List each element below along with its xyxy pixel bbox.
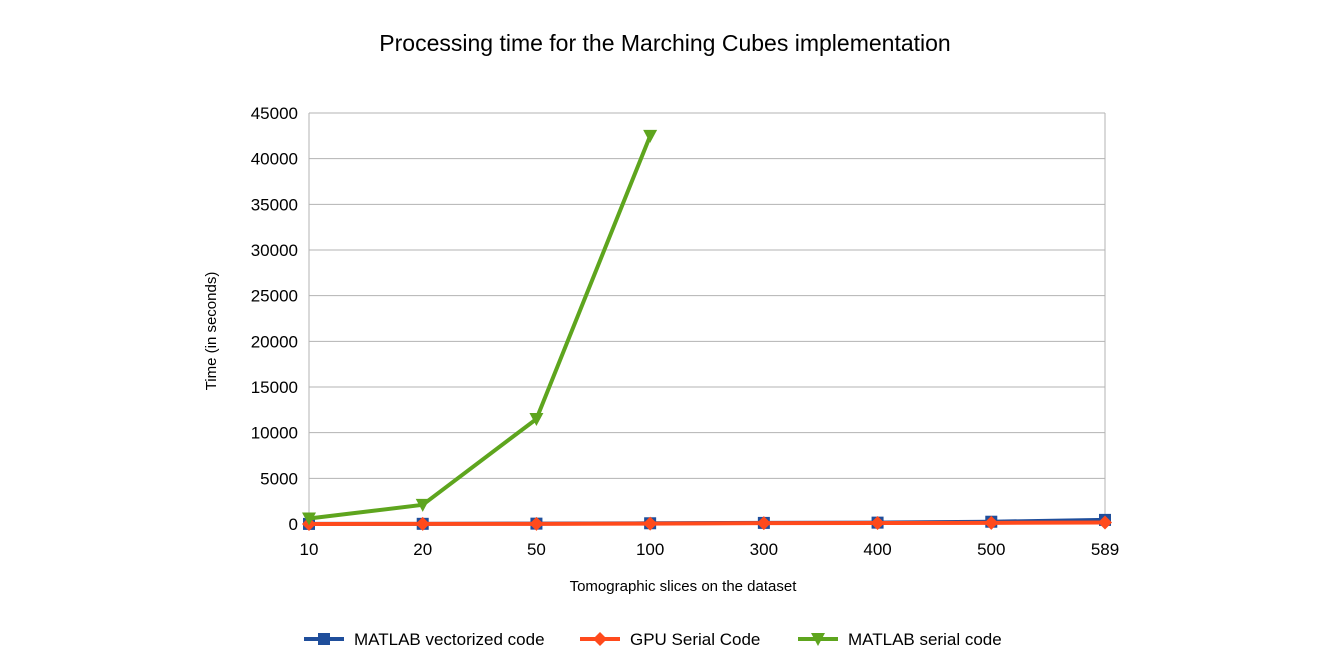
y-tick-label: 40000: [251, 150, 298, 169]
data-point: [984, 515, 999, 530]
data-point: [870, 515, 885, 530]
legend-label: MATLAB serial code: [848, 630, 1002, 649]
data-point: [643, 129, 658, 143]
data-point: [302, 512, 316, 526]
legend-label: MATLAB vectorized code: [354, 630, 545, 649]
data-point: [529, 412, 544, 426]
y-axis-ticks: 0 5000 10000 15000 20000 25000 30000 35000 40000…: [251, 104, 298, 534]
x-tick-label: 589: [1091, 540, 1119, 559]
x-tick-label: 100: [636, 540, 664, 559]
x-tick-label: 400: [863, 540, 891, 559]
legend-label: GPU Serial Code: [630, 630, 760, 649]
x-axis-ticks: 10 20 50 100 300 400 500 589: [300, 540, 1120, 559]
y-tick-label: 35000: [251, 195, 298, 214]
chart-title: Processing time for the Marching Cubes i…: [379, 30, 950, 56]
y-axis-label: Time (in seconds): [203, 272, 220, 391]
y-tick-label: 25000: [251, 287, 298, 306]
x-tick-label: 10: [300, 540, 319, 559]
legend-marker: [811, 633, 825, 646]
legend-item: MATLAB vectorized code: [304, 630, 545, 649]
series-1: [302, 515, 1112, 531]
legend-item: GPU Serial Code: [580, 630, 760, 649]
y-tick-label: 30000: [251, 241, 298, 260]
x-tick-label: 500: [977, 540, 1005, 559]
x-axis-label: Tomographic slices on the dataset: [570, 578, 798, 595]
data-point: [415, 498, 430, 512]
x-tick-label: 50: [527, 540, 546, 559]
y-tick-label: 0: [289, 515, 298, 534]
legend-marker: [593, 632, 607, 646]
x-tick-label: 300: [750, 540, 778, 559]
series-line: [308, 520, 1106, 526]
legend: MATLAB vectorized code GPU Serial Code MAT…: [304, 630, 1002, 649]
legend-item: MATLAB serial code: [798, 630, 1002, 649]
data-point: [643, 516, 658, 531]
data-point: [1098, 515, 1112, 530]
series-layer: [302, 129, 1112, 531]
y-tick-label: 10000: [251, 424, 298, 443]
legend-marker: [318, 633, 330, 645]
x-tick-label: 20: [413, 540, 432, 559]
grid: [308, 112, 1106, 525]
data-point: [756, 516, 771, 531]
series-2: [302, 129, 658, 526]
y-tick-label: 15000: [251, 378, 298, 397]
y-tick-label: 45000: [251, 104, 298, 123]
data-point: [529, 516, 544, 531]
y-tick-label: 5000: [260, 469, 298, 488]
data-point: [415, 516, 430, 531]
series-line: [308, 135, 652, 521]
y-tick-label: 20000: [251, 332, 298, 351]
